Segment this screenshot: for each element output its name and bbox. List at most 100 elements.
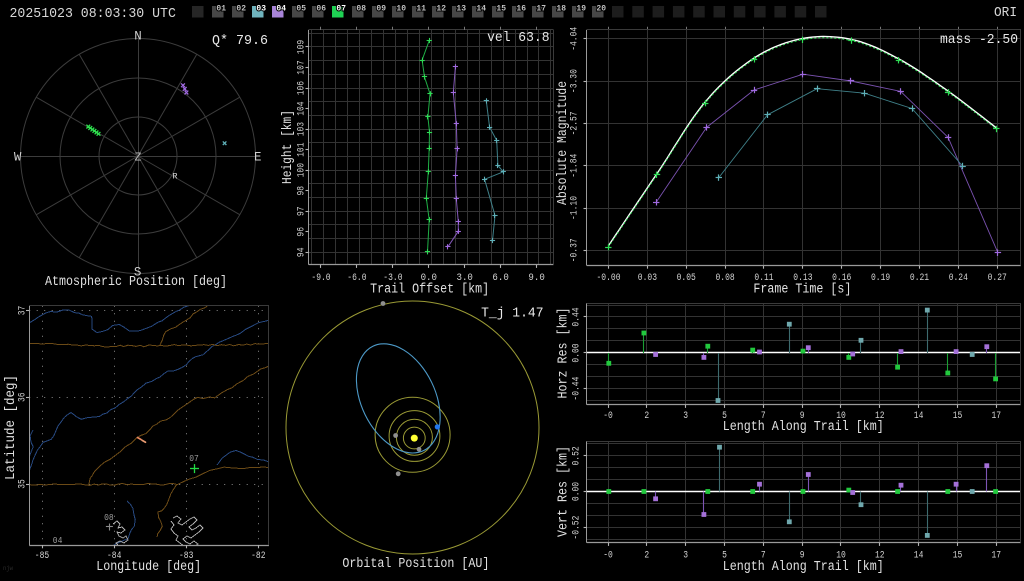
svg-text:5: 5 <box>722 411 727 422</box>
svg-text:7: 7 <box>761 550 766 561</box>
svg-text:2: 2 <box>644 550 649 561</box>
svg-text:08: 08 <box>104 513 114 523</box>
svg-text:17: 17 <box>992 411 1002 422</box>
svg-text:Longitude [deg]: Longitude [deg] <box>96 560 201 575</box>
svg-text:0.44: 0.44 <box>572 307 583 326</box>
svg-text:104: 104 <box>297 101 308 115</box>
svg-text:-85: -85 <box>35 551 49 562</box>
svg-text:17: 17 <box>536 4 546 14</box>
svg-text:0.21: 0.21 <box>910 273 929 284</box>
svg-text:15: 15 <box>496 4 506 14</box>
svg-text:16: 16 <box>516 4 526 14</box>
svg-text:W: W <box>14 149 22 164</box>
svg-text:Q* 79.6: Q* 79.6 <box>212 33 268 49</box>
svg-text:15: 15 <box>953 550 963 561</box>
svg-text:14: 14 <box>476 4 486 14</box>
svg-text:-6.0: -6.0 <box>347 273 366 284</box>
svg-text:109: 109 <box>297 40 308 54</box>
svg-text:T_j 1.47: T_j 1.47 <box>481 306 543 322</box>
svg-text:08: 08 <box>356 4 366 14</box>
svg-text:0.13: 0.13 <box>793 273 812 284</box>
svg-text:-84: -84 <box>107 551 121 562</box>
svg-text:R: R <box>173 173 178 182</box>
svg-text:3.0: 3.0 <box>457 273 473 284</box>
svg-text:-3.0: -3.0 <box>383 273 402 284</box>
svg-text:2: 2 <box>644 411 649 422</box>
svg-text:07: 07 <box>336 4 346 14</box>
svg-text:14: 14 <box>914 411 924 422</box>
svg-text:ORI: ORI <box>994 6 1017 21</box>
svg-text:04: 04 <box>53 536 63 546</box>
svg-text:-0.00: -0.00 <box>597 273 621 284</box>
svg-text:Vert Res [km]: Vert Res [km] <box>557 446 572 537</box>
svg-text:107: 107 <box>297 60 308 74</box>
svg-text:mass -2.50: mass -2.50 <box>940 32 1018 48</box>
svg-text:04: 04 <box>276 4 286 14</box>
svg-text:05: 05 <box>296 4 306 14</box>
svg-text:Z: Z <box>135 150 142 164</box>
svg-text:20: 20 <box>596 4 606 14</box>
svg-text:07: 07 <box>189 454 199 464</box>
svg-text:-0: -0 <box>603 411 613 422</box>
svg-text:-2.57: -2.57 <box>570 111 581 135</box>
svg-text:-0.44: -0.44 <box>572 377 583 401</box>
svg-text:37: 37 <box>18 306 29 316</box>
svg-text:11: 11 <box>416 4 426 14</box>
svg-text:0.00: 0.00 <box>572 343 583 362</box>
svg-text:0.08: 0.08 <box>716 273 735 284</box>
svg-text:-9.0: -9.0 <box>311 273 330 284</box>
svg-text:94: 94 <box>297 248 308 258</box>
svg-text:5: 5 <box>722 550 727 561</box>
svg-text:36: 36 <box>18 392 29 402</box>
svg-text:12: 12 <box>875 550 885 561</box>
svg-text:06: 06 <box>316 4 326 14</box>
svg-text:-83: -83 <box>179 551 193 562</box>
svg-text:0.52: 0.52 <box>572 446 583 465</box>
svg-text:-1.84: -1.84 <box>570 154 581 178</box>
svg-text:9: 9 <box>800 550 805 561</box>
svg-text:10: 10 <box>836 550 846 561</box>
svg-text:Length Along Trail [km]: Length Along Trail [km] <box>723 560 884 575</box>
svg-text:Orbital Position [AU]: Orbital Position [AU] <box>342 557 489 572</box>
svg-text:3: 3 <box>683 550 688 561</box>
svg-text:-0: -0 <box>603 550 613 561</box>
svg-text:0.00: 0.00 <box>572 482 583 501</box>
svg-text:vel 63.8: vel 63.8 <box>487 30 549 46</box>
svg-text:Horz Res [km]: Horz Res [km] <box>557 308 572 399</box>
svg-text:97: 97 <box>297 206 308 216</box>
svg-text:20251023 08:03:30 UTC: 20251023 08:03:30 UTC <box>10 6 176 22</box>
svg-text:7: 7 <box>761 411 766 422</box>
svg-text:3: 3 <box>683 411 688 422</box>
svg-text:Height [km]: Height [km] <box>281 110 296 184</box>
svg-text:103: 103 <box>297 122 308 136</box>
svg-text:0.27: 0.27 <box>988 273 1007 284</box>
svg-text:-0.52: -0.52 <box>572 516 583 540</box>
svg-text:9: 9 <box>800 411 805 422</box>
svg-text:Absolute Magnitude: Absolute Magnitude <box>556 81 571 205</box>
svg-text:Atmospheric Position [deg]: Atmospheric Position [deg] <box>45 275 227 290</box>
svg-text:-3.30: -3.30 <box>570 69 581 93</box>
svg-text:-0.37: -0.37 <box>570 238 581 262</box>
svg-text:9.0: 9.0 <box>528 273 544 284</box>
svg-text:10: 10 <box>836 411 846 422</box>
svg-text:15: 15 <box>953 411 963 422</box>
svg-text:0.05: 0.05 <box>677 273 696 284</box>
svg-text:106: 106 <box>297 81 308 95</box>
svg-text:101: 101 <box>297 143 308 157</box>
svg-text:-1.10: -1.10 <box>570 196 581 220</box>
svg-text:Frame Time [s]: Frame Time [s] <box>753 282 851 297</box>
svg-text:02: 02 <box>236 4 246 14</box>
svg-text:14: 14 <box>914 550 924 561</box>
svg-text:0.19: 0.19 <box>871 273 890 284</box>
svg-text:0.24: 0.24 <box>949 273 968 284</box>
svg-text:96: 96 <box>297 227 308 237</box>
svg-text:Trail Offset [km]: Trail Offset [km] <box>370 282 489 297</box>
svg-text:6.0: 6.0 <box>492 273 508 284</box>
svg-text:Length Along Trail [km]: Length Along Trail [km] <box>723 420 884 435</box>
svg-text:N: N <box>134 29 142 44</box>
svg-text:0.11: 0.11 <box>754 273 773 284</box>
svg-text:13: 13 <box>456 4 466 14</box>
svg-text:98: 98 <box>297 186 308 196</box>
svg-text:19: 19 <box>576 4 586 14</box>
svg-text:-4.04: -4.04 <box>570 27 581 51</box>
